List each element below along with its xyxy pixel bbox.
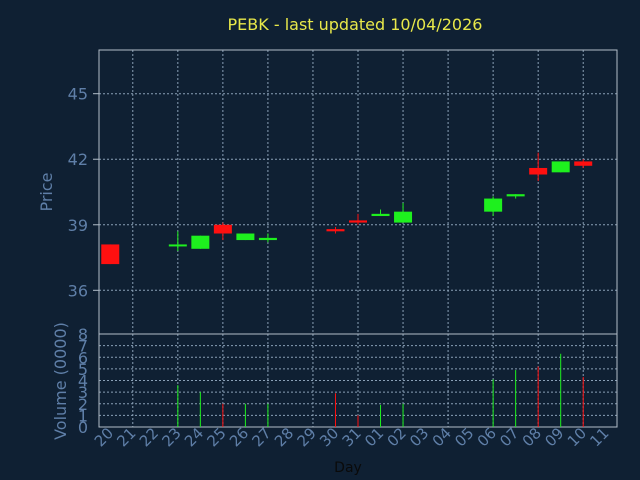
candle-body (236, 233, 255, 241)
price-y-ticks: 36 39 42 45 (68, 85, 99, 300)
candle-body (506, 194, 525, 197)
volume-tick-label: 0 (78, 418, 88, 437)
volume-tick-label: 3 (78, 383, 88, 402)
volume-tick-label: 5 (78, 360, 88, 379)
volume-bars (177, 353, 584, 427)
candle-body (394, 211, 413, 223)
candle-body (484, 198, 503, 212)
volume-tick-label: 8 (78, 325, 88, 344)
price-grid (99, 50, 617, 334)
price-tick-label: 45 (68, 85, 88, 104)
volume-tick-label: 4 (78, 372, 88, 391)
x-axis-ticks: 2021222324252627282930310102030405060708… (91, 424, 613, 450)
price-axis-label: Price (37, 172, 56, 211)
candle-body (551, 161, 570, 173)
volume-tick-label: 7 (78, 337, 88, 356)
candle-body (191, 235, 210, 249)
candle-body (371, 213, 390, 217)
volume-axis-label: Volume (0000) (51, 322, 70, 440)
candles (101, 152, 593, 265)
volume-tick-label: 2 (78, 395, 88, 414)
candle-body (574, 161, 593, 166)
price-tick-label: 42 (68, 150, 88, 169)
x-axis-label: Day (334, 460, 362, 476)
price-tick-label: 36 (68, 281, 88, 300)
candle-body (529, 167, 548, 175)
candle-body (349, 220, 367, 223)
price-tick-label: 39 (68, 216, 88, 235)
candle-body (168, 244, 187, 247)
candle-body (101, 244, 120, 265)
volume-tick-label: 1 (78, 406, 88, 425)
volume-tick-label: 6 (78, 348, 88, 367)
chart-title: PEBK - last updated 10/04/2026 (228, 15, 483, 34)
candle-body (326, 229, 345, 232)
candle-body (258, 237, 277, 241)
candle-body (213, 224, 232, 234)
